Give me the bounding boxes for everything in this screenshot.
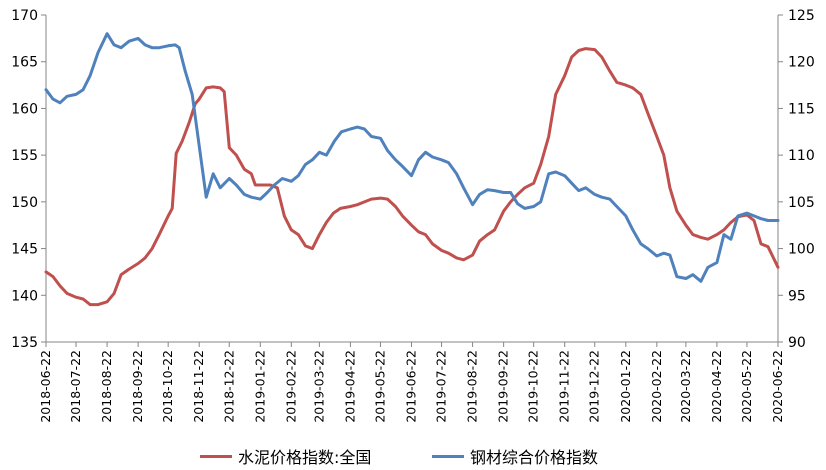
x-tick-label: 2018-12-22 [221, 350, 236, 423]
x-tick-label: 2020-01-22 [618, 350, 633, 423]
x-tick-label: 2020-04-22 [709, 350, 724, 423]
left-tick-label: 165 [11, 55, 38, 71]
x-tick-label: 2019-10-22 [526, 350, 541, 423]
x-tick-label: 2018-09-22 [130, 350, 145, 423]
left-tick-label: 135 [11, 335, 38, 351]
legend-swatch-steel [432, 454, 464, 458]
x-tick-label: 2020-06-22 [770, 350, 785, 423]
right-tick-label: 95 [788, 288, 806, 304]
x-tick-label: 2019-08-22 [465, 350, 480, 423]
x-tick-label: 2019-06-22 [403, 350, 418, 423]
right-tick-label: 125 [788, 8, 815, 24]
x-tick-label: 2019-07-22 [434, 350, 449, 423]
x-tick-label: 2019-04-22 [342, 350, 357, 423]
x-tick-label: 2018-08-22 [99, 350, 114, 423]
x-axis: 2018-06-22 2018-07-22 2018-08-22 2018-09-22… [38, 342, 785, 423]
x-tick-label: 2019-03-22 [311, 350, 326, 423]
legend-label-cement: 水泥价格指数:全国 [238, 448, 372, 467]
x-tick-label: 2018-11-22 [191, 350, 206, 423]
right-tick-label: 115 [788, 101, 815, 117]
right-tick-label: 120 [788, 55, 815, 71]
right-tick-label: 100 [788, 242, 815, 258]
x-tick-label: 2019-12-22 [587, 350, 602, 423]
legend-item-cement: 水泥价格指数:全国 [200, 444, 371, 468]
x-tick-label: 2018-10-22 [160, 350, 175, 423]
legend-label-steel: 钢材综合价格指数 [470, 448, 599, 467]
left-tick-label: 170 [11, 8, 38, 24]
left-tick-label: 155 [11, 148, 38, 164]
legend: 水泥价格指数:全国 钢材综合价格指数 [0, 440, 826, 470]
series-line-steel [44, 32, 780, 283]
left-tick-label: 140 [11, 288, 38, 304]
left-tick-label: 145 [11, 242, 38, 258]
right-tick-label: 90 [788, 335, 806, 351]
x-tick-label: 2020-02-22 [649, 350, 664, 423]
line-chart: 135 140 145 150 155 160 165 170 90 95 100 105 110 11… [11, 8, 815, 423]
left-tick-label: 160 [11, 101, 38, 117]
series-layer [44, 32, 780, 307]
x-tick-label: 2018-06-22 [38, 350, 53, 423]
x-tick-label: 2020-05-22 [739, 350, 754, 423]
right-tick-label: 110 [788, 148, 815, 164]
series-line-cement [44, 47, 780, 307]
x-tick-label: 2018-07-22 [68, 350, 83, 423]
x-tick-label: 2019-11-22 [557, 350, 572, 423]
right-y-axis: 90 95 100 105 110 115 120 125 [778, 8, 815, 351]
x-tick-label: 2019-09-22 [496, 350, 511, 423]
legend-swatch-cement [200, 454, 232, 458]
x-tick-label: 2020-03-22 [678, 350, 693, 423]
left-tick-label: 150 [11, 195, 38, 211]
legend-item-steel: 钢材综合价格指数 [432, 444, 598, 468]
x-tick-label: 2019-01-22 [252, 350, 267, 423]
x-tick-label: 2019-05-22 [372, 350, 387, 423]
left-y-axis: 135 140 145 150 155 160 165 170 [11, 8, 46, 351]
right-tick-label: 105 [788, 195, 815, 211]
x-tick-label: 2019-02-22 [283, 350, 298, 423]
